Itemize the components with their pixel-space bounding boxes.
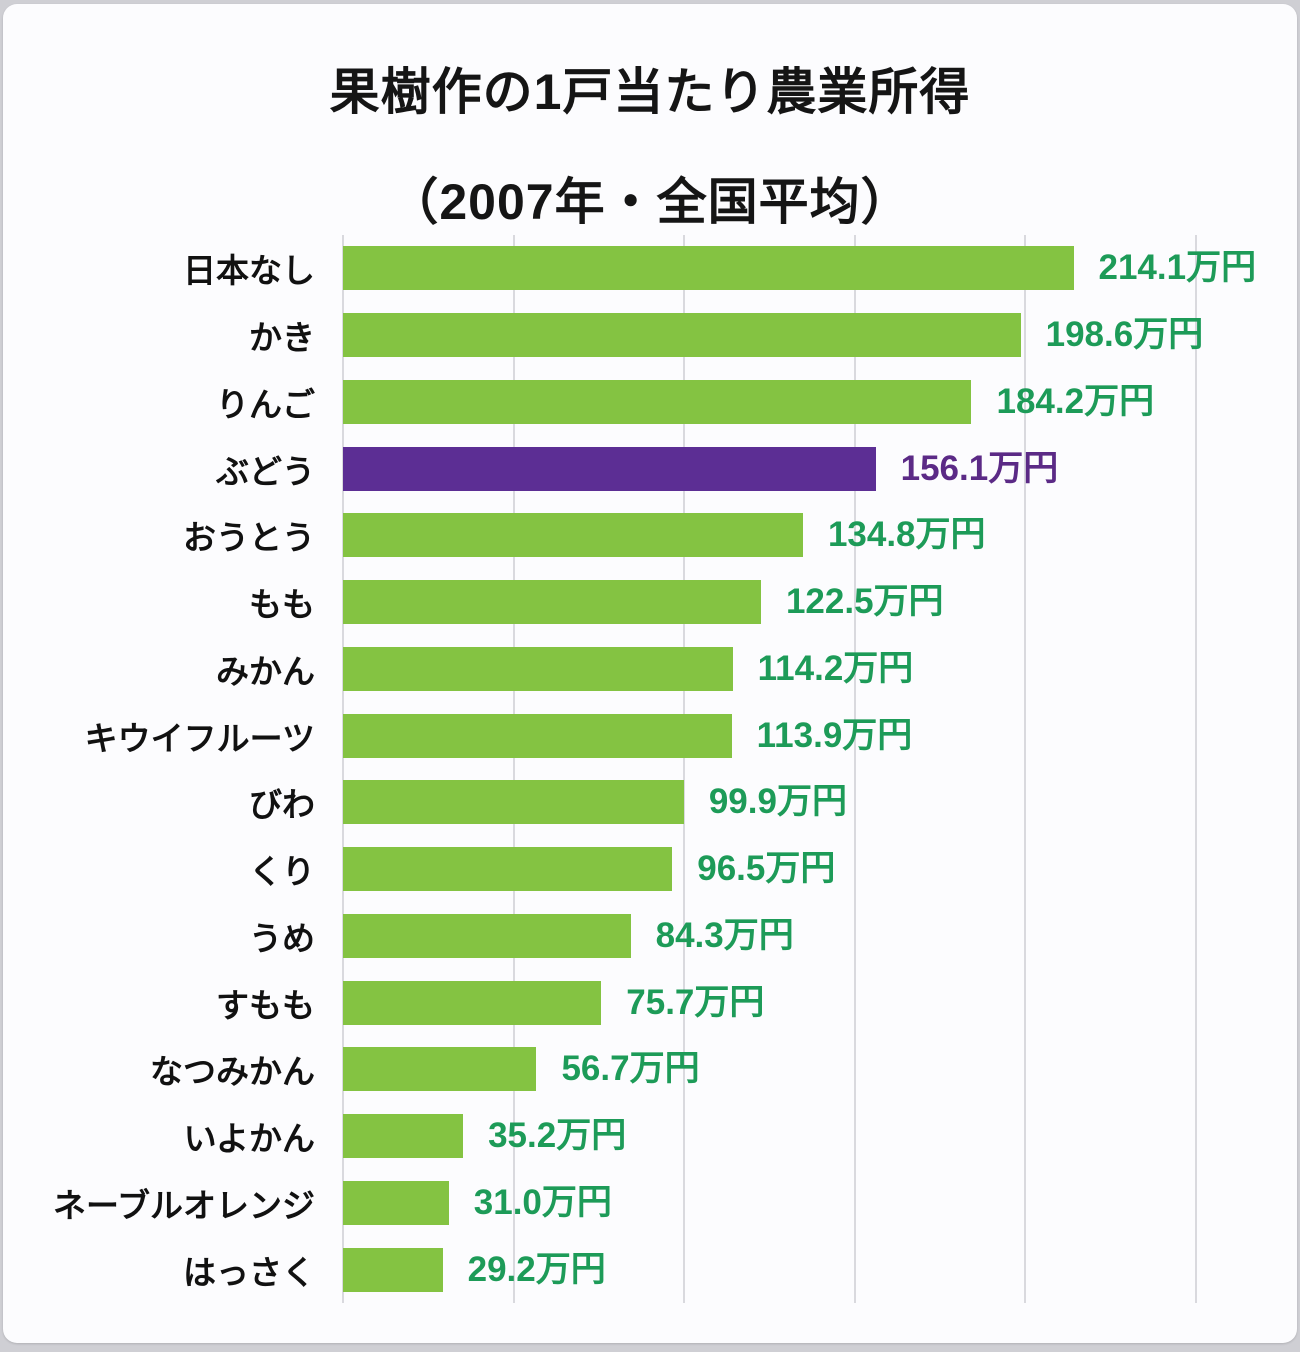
chart-row: かき 198.6万円 xyxy=(3,302,1203,369)
bar-track: 96.5万円 xyxy=(343,847,1196,892)
plot-area: 日本なし 214.1万円かき 198.6万円りんご 184.2万円ぶどう 156.1万円… xyxy=(3,235,1256,1303)
bar xyxy=(343,246,1074,291)
gridline xyxy=(853,235,856,1303)
bar xyxy=(343,379,972,424)
bar-track: 31.0万円 xyxy=(343,1180,1196,1225)
value-label: 156.1万円 xyxy=(900,448,1059,488)
value-label: 184.2万円 xyxy=(996,381,1155,421)
bar xyxy=(343,313,1021,358)
chart-title-line2: （2007年・全国平均） xyxy=(388,174,912,230)
bar xyxy=(343,1180,449,1225)
value-label: 96.5万円 xyxy=(697,849,836,889)
gridline xyxy=(683,235,686,1303)
bar-track: 99.9万円 xyxy=(343,780,1196,825)
category-label: 日本なし xyxy=(183,252,315,290)
gridlines xyxy=(342,235,1197,1303)
value-label: 31.0万円 xyxy=(473,1182,612,1222)
category-label: ぶどう xyxy=(216,452,315,490)
bar xyxy=(343,1247,443,1292)
bar-track: 134.8万円 xyxy=(343,513,1196,558)
bar-track: 29.2万円 xyxy=(343,1247,1196,1292)
category-label: キウイフルーツ xyxy=(84,719,315,757)
bar-track: 113.9万円 xyxy=(343,713,1196,758)
chart-row: びわ 99.9万円 xyxy=(3,769,1196,836)
value-label: 114.2万円 xyxy=(757,648,914,688)
chart-row: はっさく 29.2万円 xyxy=(3,1236,1196,1303)
chart-row: みかん 114.2万円 xyxy=(3,636,1196,703)
bar-track: 198.6万円 xyxy=(343,313,1203,358)
chart-row: くり 96.5万円 xyxy=(3,836,1196,903)
chart-row: うめ 84.3万円 xyxy=(3,903,1196,970)
value-label: 198.6万円 xyxy=(1045,315,1204,355)
bar-track: 114.2万円 xyxy=(343,646,1196,691)
category-label: はっさく xyxy=(183,1253,315,1291)
chart-card: 果樹作の1戸当たり農業所得 （2007年・全国平均） 日本なし 214.1万円かき… xyxy=(3,4,1297,1343)
gridline xyxy=(512,235,515,1303)
bar-track: 156.1万円 xyxy=(343,446,1196,491)
category-label: いよかん xyxy=(183,1120,315,1158)
chart-row: もも 122.5万円 xyxy=(3,569,1196,636)
value-label: 84.3万円 xyxy=(655,915,794,955)
category-label: すもも xyxy=(216,986,315,1024)
chart-row: おうとう 134.8万円 xyxy=(3,502,1196,569)
category-label: びわ xyxy=(249,786,315,824)
category-label: みかん xyxy=(216,652,315,690)
bar xyxy=(343,580,761,625)
chart-row: 日本なし 214.1万円 xyxy=(3,235,1256,302)
gridline xyxy=(1024,235,1027,1303)
category-label: うめ xyxy=(249,919,315,957)
bar-track: 214.1万円 xyxy=(343,246,1256,291)
chart-row: ぶどう 156.1万円 xyxy=(3,435,1196,502)
value-label: 99.9万円 xyxy=(708,782,847,822)
bar xyxy=(343,646,733,691)
value-label: 122.5万円 xyxy=(785,582,944,622)
bar xyxy=(343,1047,537,1092)
bar-track: 75.7万円 xyxy=(343,980,1196,1025)
bar-track: 84.3万円 xyxy=(343,913,1196,958)
category-label: もも xyxy=(249,586,315,624)
bar-track: 35.2万円 xyxy=(343,1114,1196,1159)
category-label: ネーブルオレンジ xyxy=(52,1186,315,1224)
value-label: 134.8万円 xyxy=(827,515,986,555)
value-label: 214.1万円 xyxy=(1098,248,1257,288)
bar xyxy=(343,1114,464,1159)
value-label: 113.9万円 xyxy=(756,715,913,755)
bar xyxy=(343,847,673,892)
chart-row: ネーブルオレンジ 31.0万円 xyxy=(3,1170,1196,1237)
bar xyxy=(343,513,803,558)
gridline xyxy=(1195,235,1197,1303)
chart-row: キウイフルーツ 113.9万円 xyxy=(3,702,1196,769)
bar-highlighted xyxy=(343,446,876,491)
value-label: 56.7万円 xyxy=(561,1049,700,1089)
bar-rows: 日本なし 214.1万円かき 198.6万円りんご 184.2万円ぶどう 156.1万円… xyxy=(3,235,1256,1303)
bar xyxy=(343,713,732,758)
chart-row: すもも 75.7万円 xyxy=(3,969,1196,1036)
bar-track: 122.5万円 xyxy=(343,580,1196,625)
value-label: 29.2万円 xyxy=(467,1249,606,1289)
category-label: くり xyxy=(249,853,315,891)
category-label: なつみかん xyxy=(150,1053,315,1091)
category-label: おうとう xyxy=(183,519,315,557)
bar xyxy=(343,913,631,958)
category-label: りんご xyxy=(216,385,315,423)
chart-row: なつみかん 56.7万円 xyxy=(3,1036,1196,1103)
category-label: かき xyxy=(249,319,315,357)
bar xyxy=(343,780,684,825)
chart-title-line1: 果樹作の1戸当たり農業所得 xyxy=(329,64,971,120)
chart-row: りんご 184.2万円 xyxy=(3,369,1196,436)
bar-track: 56.7万円 xyxy=(343,1047,1196,1092)
chart-row: いよかん 35.2万円 xyxy=(3,1103,1196,1170)
value-label: 75.7万円 xyxy=(626,982,765,1022)
bar xyxy=(343,980,602,1025)
gridline xyxy=(342,235,344,1303)
bar-track: 184.2万円 xyxy=(343,379,1196,424)
value-label: 35.2万円 xyxy=(488,1116,627,1156)
